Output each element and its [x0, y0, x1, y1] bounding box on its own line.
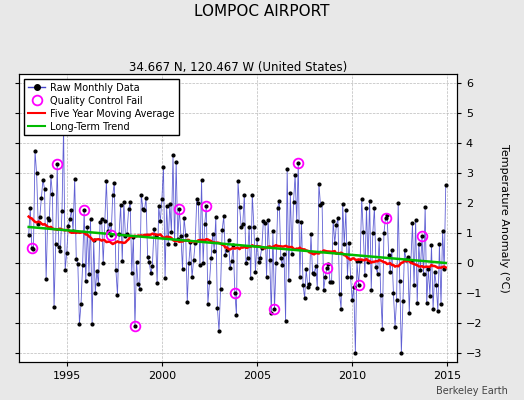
Legend: Raw Monthly Data, Quality Control Fail, Five Year Moving Average, Long-Term Tren: Raw Monthly Data, Quality Control Fail, … [24, 79, 179, 135]
Text: LOMPOC AIRPORT: LOMPOC AIRPORT [194, 4, 330, 19]
Y-axis label: Temperature Anomaly (°C): Temperature Anomaly (°C) [499, 144, 509, 292]
Text: Berkeley Earth: Berkeley Earth [436, 386, 508, 396]
Title: 34.667 N, 120.467 W (United States): 34.667 N, 120.467 W (United States) [129, 61, 347, 74]
